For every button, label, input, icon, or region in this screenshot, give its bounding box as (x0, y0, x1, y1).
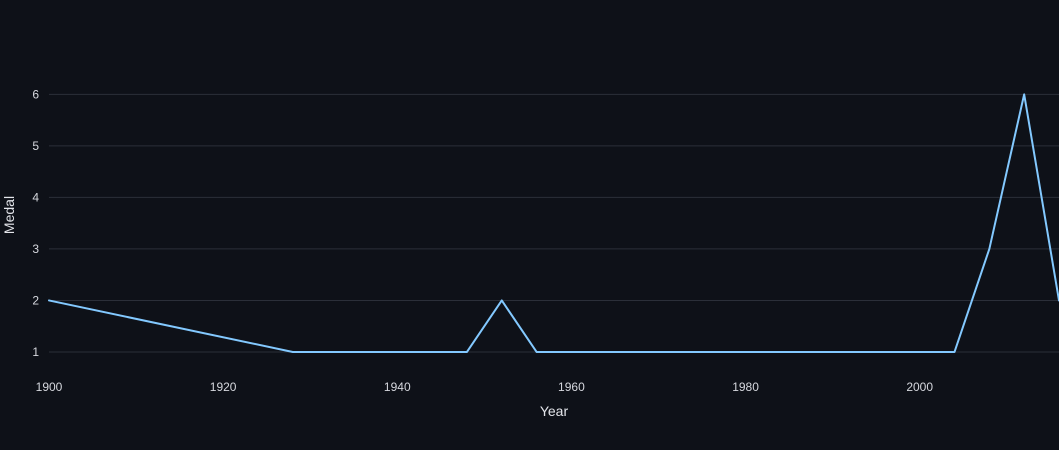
y-tick-label: 4 (32, 190, 39, 204)
x-tick-label: 1940 (384, 380, 411, 394)
y-tick-label: 2 (32, 293, 39, 307)
x-tick-label: 1960 (558, 380, 585, 394)
y-axis-ticks: 1 2 3 4 5 6 (32, 87, 39, 359)
y-tick-label: 3 (32, 242, 39, 256)
x-tick-label: 1980 (732, 380, 759, 394)
x-tick-label: 2000 (906, 380, 933, 394)
y-axis-title: Medal (1, 196, 17, 234)
y-tick-label: 5 (32, 139, 39, 153)
x-axis-title: Year (540, 403, 569, 419)
x-tick-label: 1920 (210, 380, 237, 394)
x-axis-ticks: 1900 1920 1940 1960 1980 2000 (36, 380, 934, 394)
x-tick-label: 1900 (36, 380, 63, 394)
grid-layer (49, 93, 1059, 353)
series-line (48, 93, 1059, 353)
series-layer (48, 93, 1059, 353)
y-tick-label: 6 (32, 87, 39, 101)
y-tick-label: 1 (32, 345, 39, 359)
